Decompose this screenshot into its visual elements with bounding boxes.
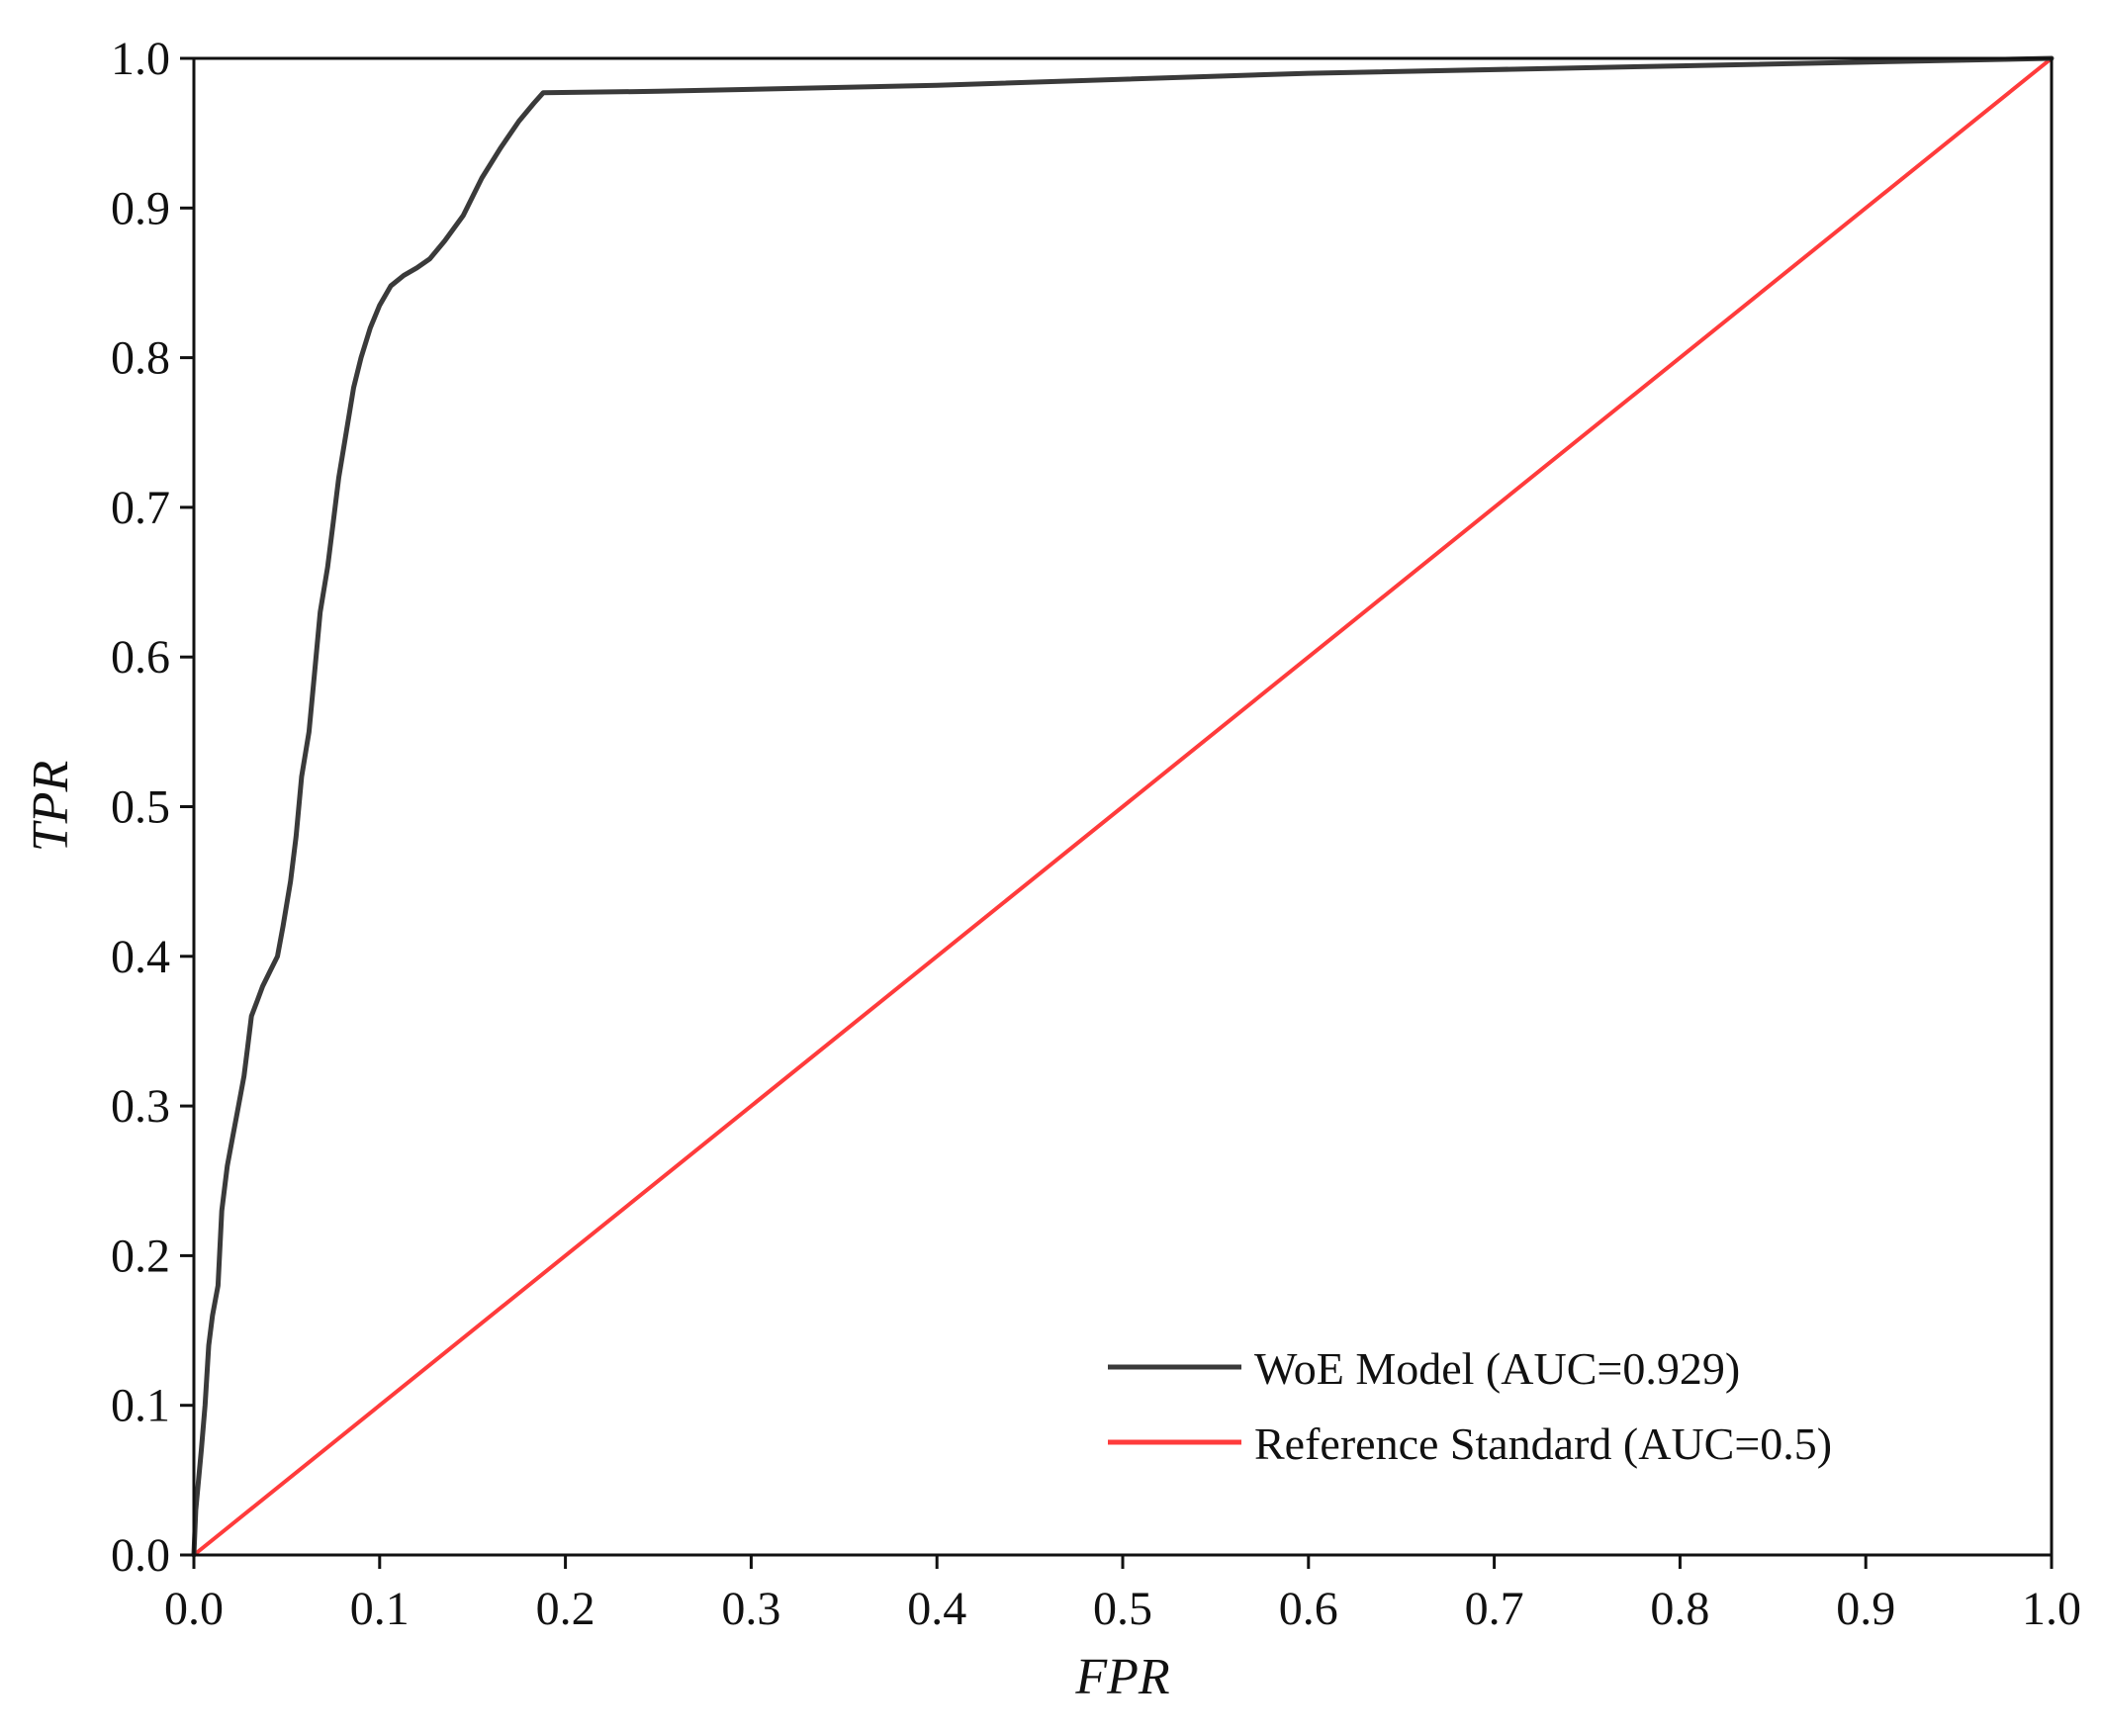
- y-tick-label: 0.0: [111, 1529, 170, 1582]
- y-axis-label: TPR: [23, 761, 79, 852]
- x-tick-label: 0.8: [1650, 1583, 1709, 1635]
- y-tick-label: 0.6: [111, 631, 170, 684]
- y-tick-label: 0.5: [111, 781, 170, 834]
- y-axis: 0.0 0.1 0.2 0.3 0.4 0.5 0.6 0.7 0.8 0.9 1.0: [111, 33, 194, 1582]
- y-tick-label: 0.2: [111, 1230, 170, 1282]
- reference-standard-line: [192, 56, 2054, 1557]
- x-axis-label: FPR: [1074, 1649, 1169, 1705]
- y-tick-label: 1.0: [111, 33, 170, 85]
- y-tick-label: 0.7: [111, 482, 170, 534]
- x-tick-label: 0.3: [721, 1583, 780, 1635]
- x-tick-label: 0.5: [1093, 1583, 1152, 1635]
- x-tick-label: 0.4: [907, 1583, 966, 1635]
- x-tick-label: 0.1: [350, 1583, 410, 1635]
- x-tick-label: 0.7: [1465, 1583, 1524, 1635]
- y-tick-label: 0.4: [111, 931, 170, 983]
- x-tick-label: 0.2: [536, 1583, 595, 1635]
- x-tick-label: 0.6: [1279, 1583, 1338, 1635]
- x-tick-label: 0.9: [1836, 1583, 1895, 1635]
- y-tick-label: 0.3: [111, 1080, 170, 1133]
- y-tick-label: 0.8: [111, 332, 170, 385]
- x-tick-label: 1.0: [2022, 1583, 2081, 1635]
- woe-model-line: [191, 55, 2055, 1558]
- x-axis: 0.0 0.1 0.2 0.3 0.4 0.5 0.6 0.7 0.8 0.9 1.0: [164, 1555, 2081, 1635]
- legend-label-reference: Reference Standard (AUC=0.5): [1254, 1418, 1832, 1469]
- y-tick-label: 0.9: [111, 182, 170, 234]
- legend-label-woe: WoE Model (AUC=0.929): [1254, 1343, 1740, 1394]
- series-layer: [191, 55, 2055, 1558]
- x-tick-label: 0.0: [164, 1583, 224, 1635]
- y-tick-label: 0.1: [111, 1380, 170, 1432]
- legend: WoE Model (AUC=0.929) Reference Standard…: [1108, 1343, 1832, 1469]
